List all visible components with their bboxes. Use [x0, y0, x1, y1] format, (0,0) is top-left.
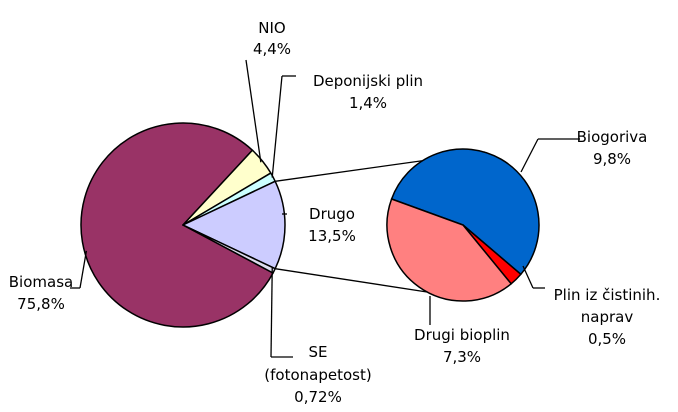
label-biomasa-name: Biomasa — [9, 273, 73, 291]
leader-deponijski-b — [271, 75, 283, 178]
label-deponijski-name: Deponijski plin — [313, 72, 423, 90]
slice-se — [182, 224, 276, 274]
label-se-value: 0,72% — [294, 388, 342, 406]
leader-se-b — [270, 267, 273, 358]
label-drugo-value: 13,5% — [308, 227, 356, 245]
label-plin-value: 0,5% — [588, 330, 626, 348]
label-plin-name-line2: naprav — [581, 308, 634, 326]
label-nio-value: 4,4% — [253, 40, 291, 58]
label-drugi-bioplin-value: 7,3% — [443, 348, 481, 366]
label-deponijski-value: 1,4% — [349, 94, 387, 112]
leader-plin-b — [522, 265, 534, 289]
label-plin-name-line1: Plin iz čistinih. — [554, 286, 661, 304]
label-drugi-bioplin-name: Drugi bioplin — [414, 326, 510, 344]
slice-drugo — [182, 180, 286, 270]
label-se-name-line1: SE — [309, 343, 328, 361]
leader-biomasa-b — [79, 250, 88, 289]
slice-biogoriva — [390, 148, 540, 276]
main-pie — [80, 122, 286, 328]
connector-bottom — [275, 268, 428, 293]
label-biomasa-value: 75,8% — [17, 295, 65, 313]
label-se-name-line2: (fotonapetost) — [264, 366, 371, 384]
label-drugo-name: Drugo — [309, 205, 355, 223]
leader-nio — [245, 59, 262, 163]
slice-drugi_bioplin — [386, 198, 512, 302]
leader-biogoriva-b — [520, 138, 539, 173]
secondary-pie — [386, 148, 540, 302]
label-biogoriva-value: 9,8% — [593, 150, 631, 168]
slice-biomasa — [80, 122, 274, 328]
leader-lines — [70, 59, 580, 358]
label-nio-name: NIO — [258, 19, 285, 37]
label-biogoriva-name: Biogoriva — [577, 128, 648, 146]
